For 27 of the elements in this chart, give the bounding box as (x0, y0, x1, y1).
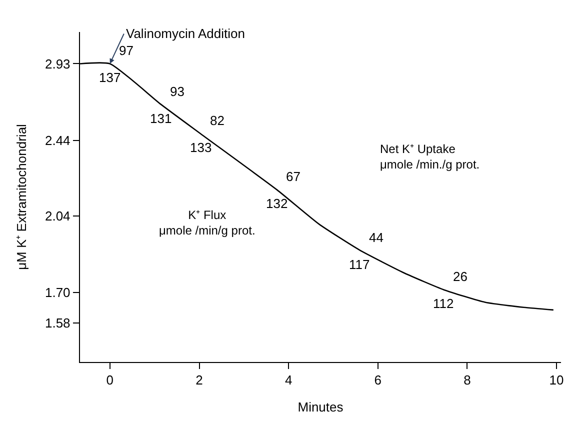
annotation: Net K⁺ Uptake μmole /min./g prot. (380, 142, 480, 172)
y-tick-label: 2.93 (44, 56, 70, 72)
annotation: 93 (170, 84, 184, 99)
x-tick-label: 10 (549, 372, 564, 388)
y-tick-label: 1.58 (44, 316, 70, 331)
annotation: Valinomycin Addition (126, 26, 245, 41)
annotation: K⁺ Flux μmole /min/g prot. (159, 208, 256, 238)
annotation: 132 (266, 196, 288, 211)
y-axis-title: μM K⁺ Extramitochondrial (14, 124, 29, 270)
x-tick-label: 6 (374, 372, 382, 388)
x-tick-label: 4 (284, 372, 292, 388)
annotation: 133 (190, 140, 212, 155)
x-tick-label: 8 (464, 372, 471, 388)
x-axis-title: Minutes (298, 399, 344, 414)
annotation: 67 (286, 169, 300, 184)
y-tick-label: 2.04 (44, 208, 70, 224)
annotation: 117 (349, 257, 370, 272)
x-tick-label: 2 (196, 372, 203, 388)
annotation: 44 (369, 230, 384, 245)
annotation: 26 (453, 269, 468, 284)
y-tick-label: 2.44 (44, 133, 70, 148)
annotation: 137 (99, 70, 121, 85)
annotation: 112 (433, 296, 454, 311)
y-tick-label: 1.70 (44, 284, 70, 300)
annotation: 82 (210, 113, 224, 128)
annotation: 131 (150, 111, 172, 126)
x-tick-label: 0 (106, 372, 114, 388)
